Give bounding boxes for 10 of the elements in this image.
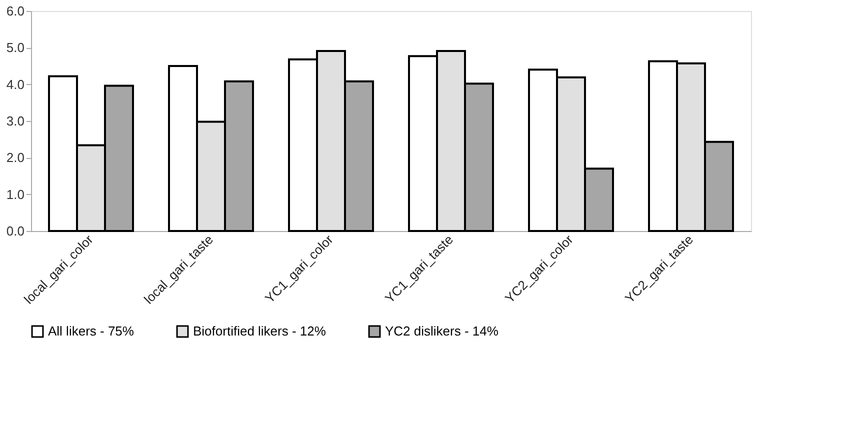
legend-label: YC2 dislikers - 14%	[385, 324, 499, 339]
legend-label: Biofortified likers - 12%	[193, 324, 326, 339]
y-tick-label: 4.0	[6, 76, 24, 92]
y-tick-label: 1.0	[6, 186, 24, 202]
y-tick-label: 6.0	[6, 4, 24, 18]
y-tick-label: 2.0	[6, 150, 24, 166]
y-tick-label: 0.0	[6, 224, 24, 238]
legend-label: All likers - 75%	[48, 324, 134, 339]
y-tick-label: 3.0	[6, 114, 24, 128]
y-tick-label: 5.0	[6, 40, 24, 56]
